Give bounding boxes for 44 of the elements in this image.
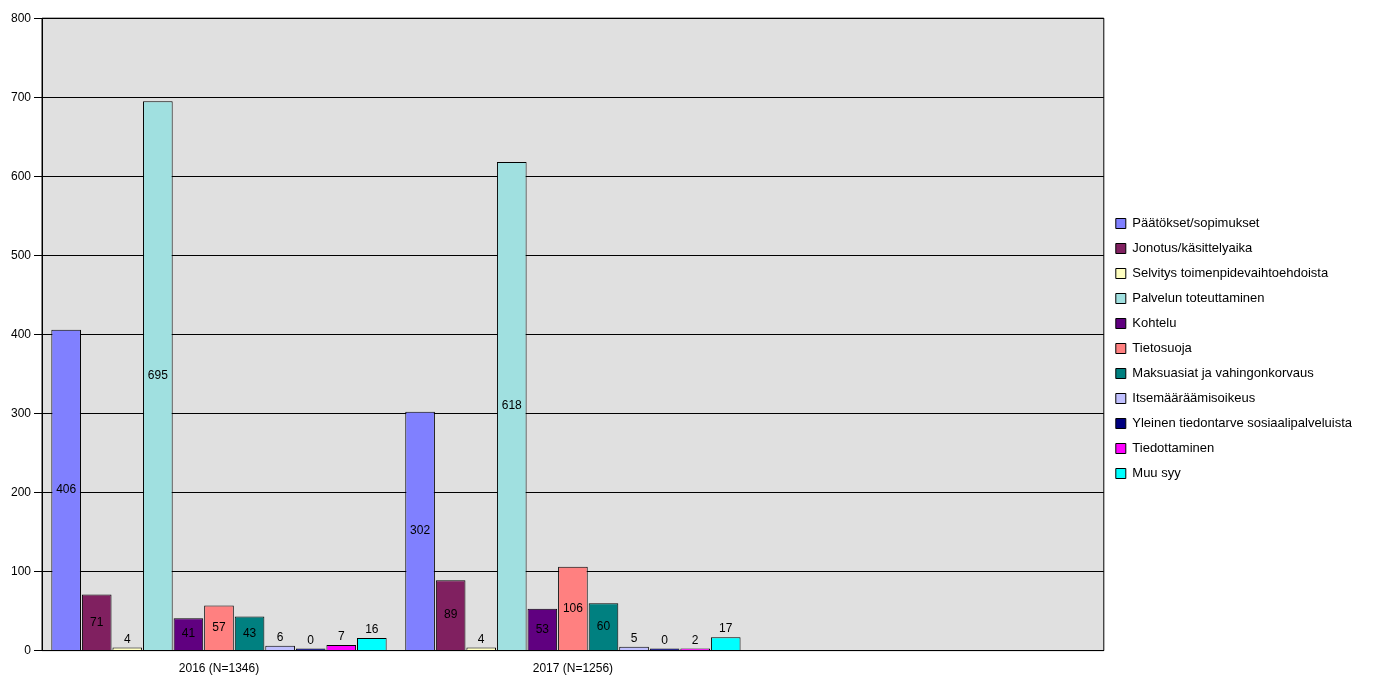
data-label: 57: [212, 620, 226, 635]
data-label: 41: [181, 626, 196, 641]
y-tick-label: 0: [24, 642, 32, 657]
legend-label: Tietosuoja: [1132, 340, 1193, 356]
legend-label: Tiedottaminen: [1132, 440, 1215, 456]
data-label: 60: [596, 618, 611, 633]
data-label: 17: [719, 621, 733, 636]
data-label: 16: [365, 622, 379, 637]
legend-label: Yleinen tiedontarve sosiaalipalveluista: [1132, 415, 1353, 431]
data-label: 71: [90, 614, 104, 629]
y-tick-label: 300: [10, 405, 32, 420]
data-label: 2: [691, 632, 699, 647]
legend-label: Päätökset/sopimukset: [1132, 215, 1260, 231]
legend-label: Itsemääräämisoikeus: [1132, 390, 1256, 406]
data-label: 53: [535, 621, 550, 636]
y-tick-label: 100: [10, 563, 32, 578]
data-label: 4: [123, 631, 131, 646]
legend-label: Maksuasiat ja vahingonkorvaus: [1132, 365, 1315, 381]
data-label: 89: [443, 607, 458, 622]
x-tick-label: 2016 (N=1346): [178, 661, 260, 676]
data-label: 406: [56, 482, 77, 497]
data-label: 43: [242, 625, 257, 640]
data-label: 6: [276, 630, 284, 645]
legend-label: Kohtelu: [1132, 315, 1177, 331]
data-label: 695: [147, 367, 169, 382]
data-label: 618: [501, 398, 523, 413]
data-label: 302: [410, 523, 431, 538]
y-tick-label: 500: [10, 247, 32, 262]
x-tick-label: 2017 (N=1256): [532, 661, 614, 676]
legend-label: Selvitys toimenpidevaihtoehdoista: [1132, 265, 1329, 281]
y-tick-label: 600: [10, 168, 32, 183]
data-label: 0: [307, 632, 315, 647]
y-tick-label: 800: [10, 10, 32, 25]
y-tick-label: 400: [10, 326, 32, 341]
y-tick-label: 700: [10, 89, 32, 104]
legend-label: Palvelun toteuttaminen: [1132, 290, 1265, 306]
data-label: 0: [661, 632, 669, 647]
y-tick-label: 200: [10, 484, 32, 499]
data-label: 5: [630, 630, 638, 645]
data-label: 7: [337, 629, 345, 644]
data-label: 4: [477, 631, 485, 646]
legend-label: Jonotus/käsittelyaika: [1132, 240, 1254, 256]
data-label: 106: [562, 600, 584, 615]
legend-label: Muu syy: [1132, 465, 1182, 481]
